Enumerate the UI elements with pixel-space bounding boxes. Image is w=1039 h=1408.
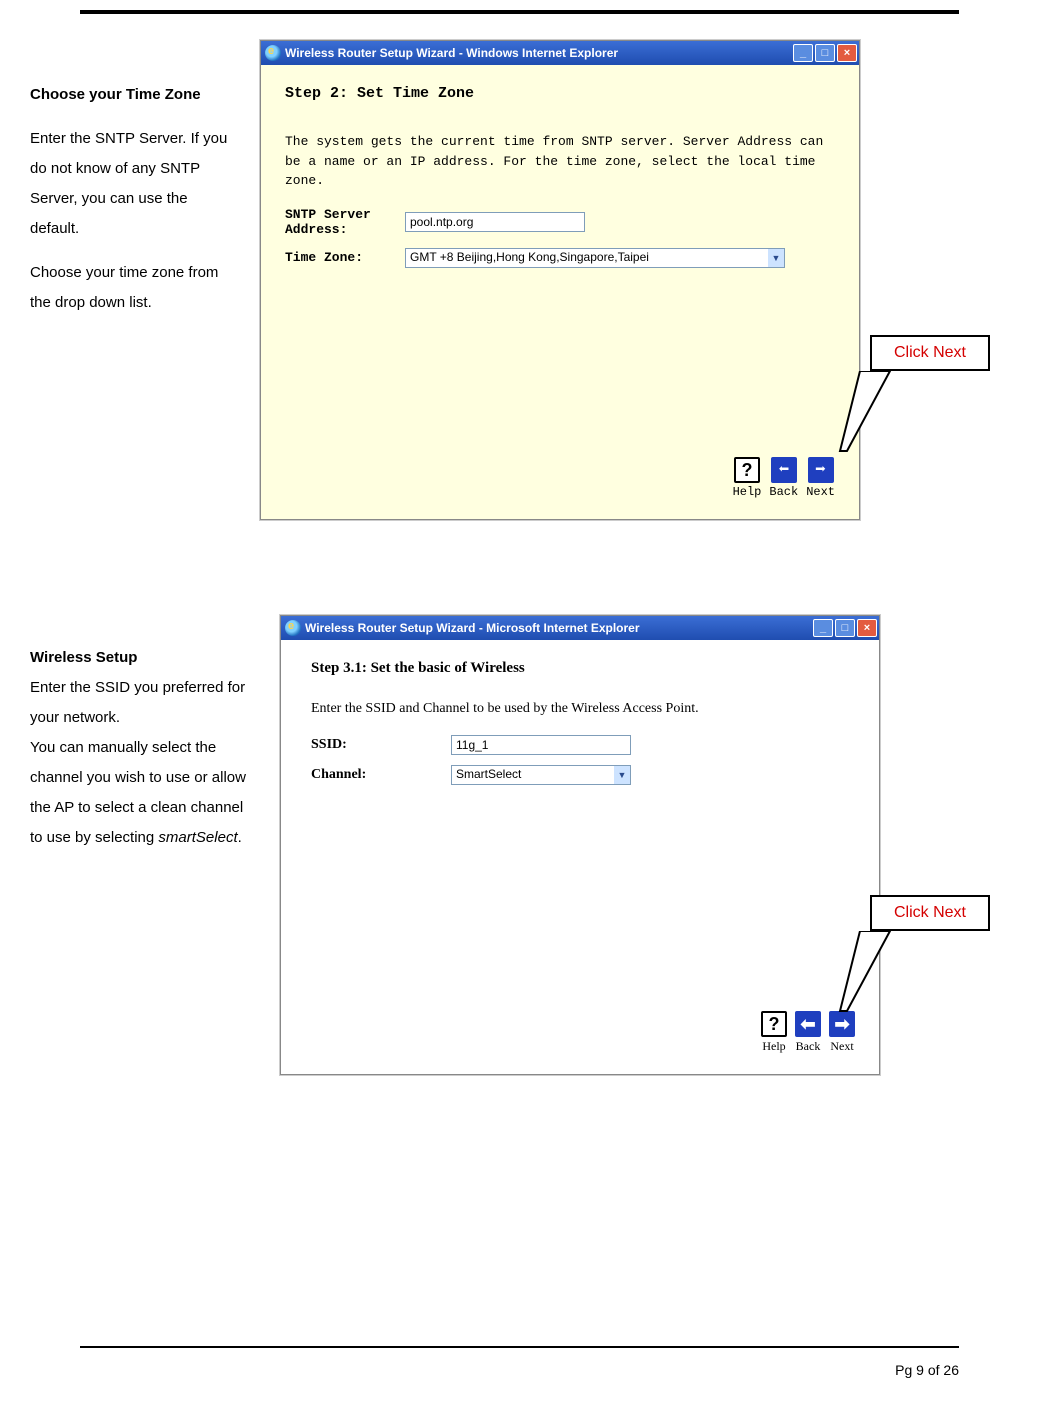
- step-desc-1: The system gets the current time from SN…: [285, 132, 835, 191]
- window-timezone: Wireless Router Setup Wizard - Windows I…: [260, 40, 860, 520]
- label-channel: Channel:: [311, 767, 451, 783]
- next-label-2: Next: [830, 1039, 853, 1054]
- channel-select-text: SmartSelect: [452, 766, 614, 784]
- chevron-down-icon: ▼: [768, 249, 784, 267]
- back-button-1[interactable]: ⬅ Back: [769, 457, 798, 499]
- content-timezone: Step 2: Set Time Zone The system gets th…: [261, 65, 859, 519]
- callout-tail-1: [835, 371, 895, 461]
- para-w-1: Enter the SSID you preferred for your ne…: [30, 673, 250, 733]
- window-title-1: Wireless Router Setup Wizard - Windows I…: [285, 46, 618, 60]
- arrow-left-icon: ⬅: [771, 457, 797, 483]
- ie-icon: [285, 620, 301, 636]
- titlebar-2: Wireless Router Setup Wizard - Microsoft…: [281, 616, 879, 640]
- para-tz-1: Enter the SNTP Server. If you do not kno…: [30, 124, 230, 244]
- arrow-left-icon: ⬅: [795, 1011, 821, 1037]
- chevron-down-icon: ▼: [614, 766, 630, 784]
- minimize-button[interactable]: _: [793, 44, 813, 62]
- para-w-2: You can manually select the channel you …: [30, 733, 250, 853]
- para-tz-2: Choose your time zone from the drop down…: [30, 258, 230, 318]
- help-label-1: Help: [733, 485, 762, 499]
- callout-2: Click Next: [870, 895, 990, 931]
- window-controls-2: _ □ ×: [813, 619, 877, 637]
- back-label-2: Back: [796, 1039, 821, 1054]
- help-icon: ?: [761, 1011, 787, 1037]
- bottom-rule: [80, 1346, 959, 1348]
- sidetext-wireless: Wireless Setup Enter the SSID you prefer…: [0, 615, 260, 1075]
- top-rule: [80, 10, 959, 14]
- callout-text-1: Click Next: [894, 344, 966, 362]
- minimize-button[interactable]: _: [813, 619, 833, 637]
- back-button-2[interactable]: ⬅ Back: [795, 1011, 821, 1054]
- titlebar-left-2: Wireless Router Setup Wizard - Microsoft…: [285, 620, 640, 636]
- heading-timezone: Choose your Time Zone: [30, 86, 201, 103]
- label-ssid: SSID:: [311, 737, 451, 753]
- next-button-1[interactable]: ➡ Next: [806, 457, 835, 499]
- callout-tail-2: [835, 931, 895, 1021]
- nav-buttons-1: ? Help ⬅ Back ➡ Next: [733, 457, 835, 499]
- callout-1: Click Next: [870, 335, 990, 371]
- label-tz: Time Zone:: [285, 250, 405, 265]
- help-icon: ?: [734, 457, 760, 483]
- page-number: Pg 9 of 26: [895, 1362, 959, 1378]
- callout-text-2: Click Next: [894, 904, 966, 922]
- step-title-2: Step 3.1: Set the basic of Wireless: [311, 660, 849, 677]
- label-sntp: SNTP Server Address:: [285, 207, 405, 238]
- titlebar-left-1: Wireless Router Setup Wizard - Windows I…: [265, 45, 618, 61]
- window-title-2: Wireless Router Setup Wizard - Microsoft…: [305, 621, 640, 635]
- ie-icon: [265, 45, 281, 61]
- next-label-1: Next: [806, 485, 835, 499]
- maximize-button[interactable]: □: [815, 44, 835, 62]
- row-ssid: SSID:: [311, 735, 849, 755]
- help-label-2: Help: [762, 1039, 785, 1054]
- ssid-input[interactable]: [451, 735, 631, 755]
- heading-wireless: Wireless Setup: [30, 649, 137, 666]
- page: Choose your Time Zone Enter the SNTP Ser…: [0, 0, 1039, 1408]
- window-controls-1: _ □ ×: [793, 44, 857, 62]
- sntp-input[interactable]: [405, 212, 585, 232]
- back-label-1: Back: [769, 485, 798, 499]
- row-channel: Channel: SmartSelect ▼: [311, 765, 849, 785]
- titlebar-1: Wireless Router Setup Wizard - Windows I…: [261, 41, 859, 65]
- window-wireless: Wireless Router Setup Wizard - Microsoft…: [280, 615, 880, 1075]
- maximize-button[interactable]: □: [835, 619, 855, 637]
- step-desc-2: Enter the SSID and Channel to be used by…: [311, 701, 849, 717]
- tz-select-text: GMT +8 Beijing,Hong Kong,Singapore,Taipe…: [406, 249, 768, 267]
- help-button-2[interactable]: ? Help: [761, 1011, 787, 1054]
- tz-select[interactable]: GMT +8 Beijing,Hong Kong,Singapore,Taipe…: [405, 248, 785, 268]
- sidetext-timezone: Choose your Time Zone Enter the SNTP Ser…: [0, 40, 240, 520]
- row-sntp: SNTP Server Address:: [285, 207, 835, 238]
- close-button[interactable]: ×: [857, 619, 877, 637]
- arrow-right-icon: ➡: [808, 457, 834, 483]
- row-tz: Time Zone: GMT +8 Beijing,Hong Kong,Sing…: [285, 248, 835, 268]
- content-wireless: Step 3.1: Set the basic of Wireless Ente…: [281, 640, 879, 1074]
- channel-select[interactable]: SmartSelect ▼: [451, 765, 631, 785]
- help-button-1[interactable]: ? Help: [733, 457, 762, 499]
- smartselect-text: smartSelect: [158, 829, 237, 846]
- close-button[interactable]: ×: [837, 44, 857, 62]
- step-title-1: Step 2: Set Time Zone: [285, 85, 835, 102]
